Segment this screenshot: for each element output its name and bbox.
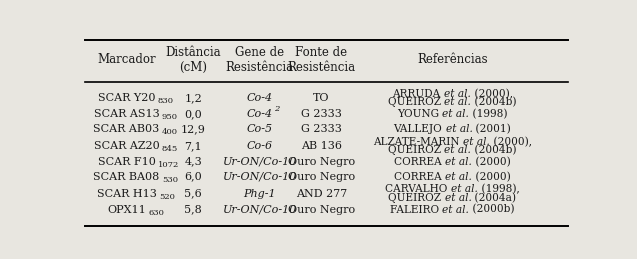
Text: 1072: 1072 [158, 161, 179, 169]
Text: 530: 530 [162, 176, 178, 184]
Text: Gene de
Resistência: Gene de Resistência [225, 46, 294, 74]
Text: Ouro Negro: Ouro Negro [288, 205, 355, 214]
Text: 400: 400 [162, 128, 178, 136]
Text: ALZATE-MARIN: ALZATE-MARIN [373, 136, 463, 147]
Text: 6,0: 6,0 [184, 172, 202, 182]
Text: Co-6: Co-6 [247, 141, 273, 151]
Text: (1998): (1998) [469, 109, 508, 119]
Text: Marcador: Marcador [97, 54, 156, 67]
Text: (2001): (2001) [473, 124, 512, 134]
Text: (2000),: (2000), [471, 89, 513, 99]
Text: SCAR F10: SCAR F10 [97, 157, 155, 167]
Text: AND 277: AND 277 [296, 189, 347, 199]
Text: et al.: et al. [443, 109, 469, 119]
Text: (2000): (2000) [472, 156, 511, 167]
Text: Ur-ON/Co-10: Ur-ON/Co-10 [222, 172, 297, 182]
Text: AB 136: AB 136 [301, 141, 342, 151]
Text: Distância
(cM): Distância (cM) [166, 46, 221, 74]
Text: 12,9: 12,9 [181, 124, 206, 134]
Text: (2000): (2000) [472, 171, 511, 182]
Text: YOUNG: YOUNG [397, 109, 443, 119]
Text: et al.: et al. [445, 97, 471, 107]
Text: et al.: et al. [446, 124, 473, 134]
Text: (1998),: (1998), [478, 184, 520, 195]
Text: G 2333: G 2333 [301, 124, 342, 134]
Text: QUEIROZ: QUEIROZ [388, 145, 445, 155]
Text: CORREA: CORREA [394, 172, 445, 182]
Text: SCAR BA08: SCAR BA08 [94, 172, 160, 182]
Text: 0,0: 0,0 [184, 109, 202, 119]
Text: et al.: et al. [443, 205, 469, 214]
Text: Co-4: Co-4 [247, 109, 273, 119]
Text: 2: 2 [274, 105, 279, 113]
Text: 520: 520 [159, 193, 175, 201]
Text: Ouro Negro: Ouro Negro [288, 172, 355, 182]
Text: SCAR H13: SCAR H13 [97, 189, 157, 199]
Text: TO: TO [313, 93, 330, 103]
Text: Referências: Referências [417, 54, 488, 67]
Text: et al.: et al. [444, 89, 471, 99]
Text: SCAR Y20: SCAR Y20 [97, 93, 155, 103]
Text: 845: 845 [162, 145, 178, 153]
Text: et al.: et al. [445, 145, 471, 155]
Text: Phg-1: Phg-1 [243, 189, 276, 199]
Text: Co-4: Co-4 [247, 93, 273, 103]
Text: CARVALHO: CARVALHO [385, 184, 451, 195]
Text: 7,1: 7,1 [184, 141, 202, 151]
Text: (2004b): (2004b) [471, 97, 517, 107]
Text: VALLEJO: VALLEJO [394, 124, 446, 134]
Text: et al.: et al. [463, 136, 490, 147]
Text: OPX11: OPX11 [107, 205, 146, 214]
Text: 5,6: 5,6 [184, 189, 202, 199]
Text: SCAR AS13: SCAR AS13 [94, 109, 159, 119]
Text: (2004b): (2004b) [471, 145, 517, 155]
Text: Co-5: Co-5 [247, 124, 273, 134]
Text: G 2333: G 2333 [301, 109, 342, 119]
Text: ARRUDA: ARRUDA [392, 89, 444, 99]
Text: 630: 630 [148, 209, 164, 217]
Text: et al.: et al. [445, 157, 472, 167]
Text: 950: 950 [162, 113, 178, 121]
Text: QUEIROZ: QUEIROZ [388, 97, 445, 107]
Text: 4,3: 4,3 [184, 157, 202, 167]
Text: et al.: et al. [451, 184, 478, 195]
Text: SCAR AB03: SCAR AB03 [94, 124, 160, 134]
Text: Fonte de
Resistência: Fonte de Resistência [287, 46, 355, 74]
Text: (2000b): (2000b) [469, 204, 515, 215]
Text: 5,8: 5,8 [184, 205, 202, 214]
Text: et al.: et al. [445, 172, 472, 182]
Text: (2004a): (2004a) [471, 193, 517, 203]
Text: Ouro Negro: Ouro Negro [288, 157, 355, 167]
Text: SCAR AZ20: SCAR AZ20 [94, 141, 159, 151]
Text: 830: 830 [158, 97, 174, 105]
Text: QUEIROZ: QUEIROZ [388, 193, 445, 203]
Text: et al.: et al. [445, 193, 471, 203]
Text: Ur-ON/Co-10: Ur-ON/Co-10 [222, 205, 297, 214]
Text: FALEIRO: FALEIRO [390, 205, 443, 214]
Text: Ur-ON/Co-10: Ur-ON/Co-10 [222, 157, 297, 167]
Text: 1,2: 1,2 [184, 93, 202, 103]
Text: CORREA: CORREA [394, 157, 445, 167]
Text: (2000),: (2000), [490, 136, 532, 147]
